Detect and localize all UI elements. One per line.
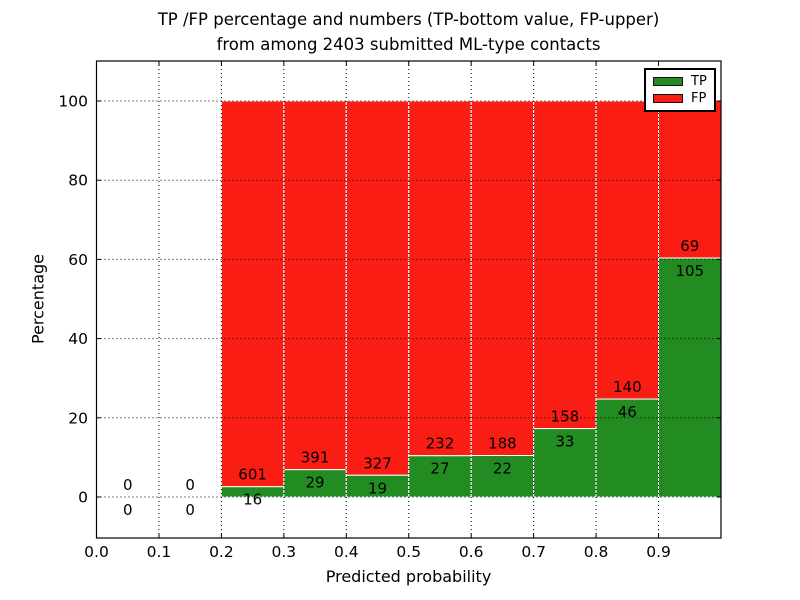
bar-tp	[470, 454, 535, 498]
x-tick-label: 0.7	[521, 543, 546, 561]
fp-count-label: 327	[363, 454, 392, 472]
x-tick-label: 0.9	[646, 543, 671, 561]
y-tick-label: 60	[68, 251, 88, 269]
tp-count-label: 105	[675, 262, 704, 280]
bar-fp	[470, 100, 535, 456]
x-axis-label: Predicted probability	[325, 567, 492, 586]
y-tick-label: 100	[58, 93, 88, 111]
bar-fp	[658, 100, 722, 259]
tp-count-label: 0	[123, 501, 133, 519]
bar-fp	[345, 100, 410, 476]
fp-count-label: 188	[488, 434, 517, 452]
fp-count-label: 232	[426, 435, 455, 453]
bar-fp	[595, 100, 660, 400]
bar-fp	[533, 100, 597, 430]
bar-tp	[408, 455, 472, 498]
x-tick-label: 0.3	[272, 543, 297, 561]
tp-color-swatch	[653, 77, 683, 87]
fp-count-label: 158	[551, 408, 580, 426]
x-tick-label: 0.1	[147, 543, 172, 561]
x-tick-label: 0.4	[334, 543, 359, 561]
fp-color-swatch	[653, 93, 683, 103]
bar-tp	[283, 469, 347, 498]
y-tick-label: 20	[68, 409, 88, 427]
y-axis-label: Percentage	[28, 253, 48, 345]
bar-fp	[283, 100, 347, 471]
legend-label-fp: FP	[691, 90, 707, 106]
fp-count-label: 391	[301, 449, 330, 467]
tp-count-label: 46	[618, 403, 637, 421]
chart-title-line2: from among 2403 submitted ML-type contac…	[216, 35, 601, 54]
legend-label-tp: TP	[691, 74, 707, 90]
fp-count-label: 69	[680, 237, 699, 255]
bar-tp	[595, 398, 660, 498]
legend: TP FP	[644, 68, 716, 112]
tp-count-label: 33	[555, 433, 574, 451]
chart-title-line1: TP /FP percentage and numbers (TP-bottom…	[157, 10, 660, 29]
x-tick-label: 0.5	[396, 543, 421, 561]
y-tick-label: 0	[78, 489, 88, 507]
x-tick-label: 0.0	[84, 543, 109, 561]
tp-count-label: 22	[493, 459, 512, 477]
x-tick-label: 0.8	[584, 543, 609, 561]
tp-count-label: 19	[368, 479, 387, 497]
fp-count-label: 0	[185, 476, 195, 494]
y-tick-label: 40	[68, 330, 88, 348]
fp-count-label: 140	[613, 378, 642, 396]
bar-fp	[408, 100, 472, 457]
bar-tp	[658, 257, 722, 498]
fp-count-label: 0	[123, 476, 133, 494]
legend-entry-tp: TP	[653, 75, 714, 88]
bar-fp	[220, 100, 285, 488]
x-tick-label: 0.2	[209, 543, 234, 561]
tp-count-label: 0	[185, 501, 195, 519]
y-tick-label: 80	[68, 172, 88, 190]
tp-count-label: 29	[306, 474, 325, 492]
chart-title: TP /FP percentage and numbers (TP-bottom…	[96, 7, 721, 57]
tp-count-label: 16	[243, 491, 262, 509]
legend-entry-fp: FP	[653, 92, 714, 105]
x-tick-label: 0.6	[459, 543, 484, 561]
fp-count-label: 601	[238, 466, 267, 484]
tp-count-label: 27	[430, 460, 449, 478]
